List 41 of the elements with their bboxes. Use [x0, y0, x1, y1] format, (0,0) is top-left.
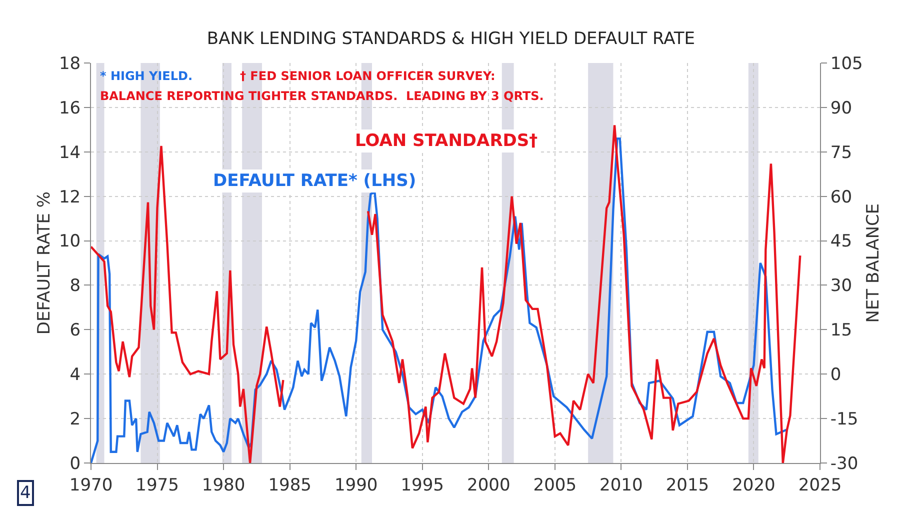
- annotation: * HIGH YIELD.: [100, 69, 193, 83]
- y2-axis-title: NET BALANCE: [863, 203, 884, 323]
- annotation: BALANCE REPORTING TIGHTER STANDARDS. LEADING BY 3 QRTS.: [100, 89, 544, 103]
- annotation: † FED SENIOR LOAN OFFICER SURVEY:: [240, 69, 496, 83]
- x-tick-label: 1970: [69, 475, 113, 496]
- y-tick-label: 18: [58, 54, 81, 74]
- y-tick-label: 8: [70, 276, 81, 296]
- y2-tick-label: 60: [830, 187, 852, 208]
- x-tick-label: 2015: [666, 475, 710, 496]
- y-tick-label: 0: [70, 454, 81, 474]
- y2-tick-label: -30: [830, 454, 858, 474]
- x-tick-label: 2010: [600, 475, 643, 496]
- text: DEFAULT RATE* (LHS): [213, 171, 416, 191]
- x-tick-label: 1975: [136, 475, 179, 496]
- y-tick-label: 10: [58, 232, 81, 252]
- y-tick-label: 14: [58, 142, 81, 163]
- x-tick-label: 1995: [400, 475, 444, 496]
- y2-tick-label: 0: [830, 365, 842, 386]
- y-tick-label: 2: [70, 410, 81, 430]
- y2-tick-label: 90: [830, 98, 852, 118]
- text: LOAN STANDARDS†: [355, 131, 538, 151]
- y-axis-title: DEFAULT RATE %: [34, 191, 55, 335]
- chart-title: BANK LENDING STANDARDS & HIGH YIELD DEFAULT RATE: [206, 29, 696, 50]
- y2-tick-label: 45: [830, 232, 852, 252]
- y-tick-label: 12: [58, 187, 81, 208]
- x-tick-label: 2025: [798, 475, 842, 496]
- x-tick-label: 1985: [268, 475, 312, 496]
- x-tick-label: 1980: [202, 475, 246, 496]
- y-tick-label: 4: [70, 365, 81, 386]
- y2-tick-label: 15: [830, 320, 852, 341]
- text: 4: [20, 483, 31, 503]
- y-tick-label: 6: [70, 320, 81, 341]
- y-tick-label: 16: [58, 98, 81, 118]
- y2-tick-label: -15: [830, 410, 858, 430]
- y2-tick-label: 105: [830, 54, 863, 74]
- x-tick-label: 1990: [334, 475, 378, 496]
- x-tick-label: 2000: [467, 475, 510, 496]
- y2-tick-label: 75: [830, 142, 852, 163]
- y2-tick-label: 30: [830, 276, 852, 296]
- x-tick-label: 2005: [533, 475, 577, 496]
- x-tick-label: 2020: [732, 475, 776, 496]
